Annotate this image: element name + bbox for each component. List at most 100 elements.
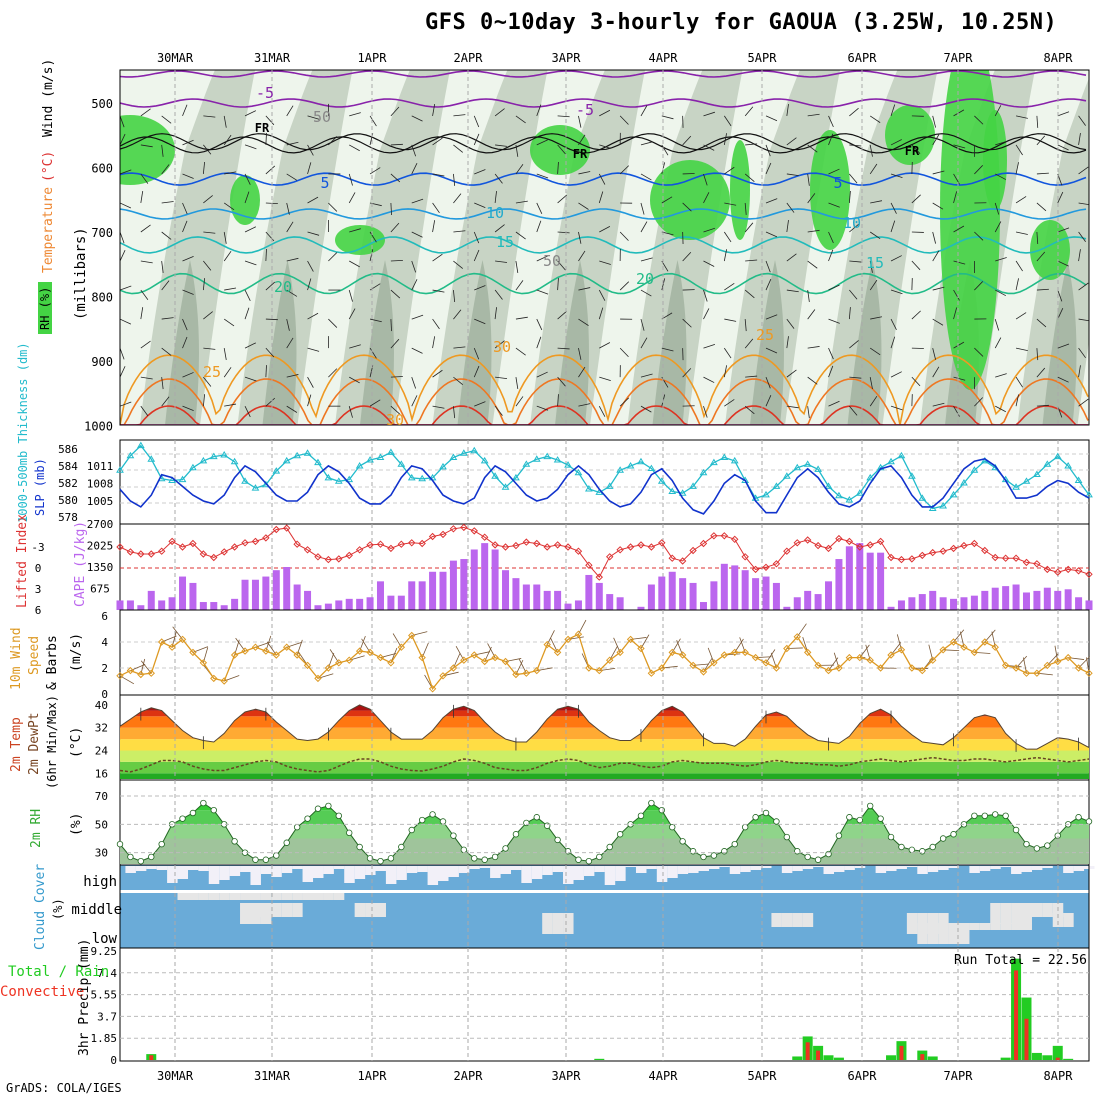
rh-point	[315, 806, 321, 812]
cloud-high-clear	[250, 866, 260, 885]
cloud-high-clear	[188, 866, 199, 870]
cloud-high-clear	[803, 866, 814, 869]
pressure-axis-label: (millibars)	[73, 227, 89, 320]
rh-saturated-area	[730, 140, 750, 240]
slp-axis-label: SLP (mb)	[33, 458, 47, 516]
rh-point	[253, 857, 259, 863]
cape-bar	[648, 585, 655, 610]
cloud-high-clear	[855, 866, 866, 868]
cloud-mid-clear	[542, 913, 553, 934]
cape-bar	[440, 572, 447, 610]
rh-point	[1024, 841, 1030, 847]
precip-run-total: Run Total = 22.56	[954, 953, 1087, 968]
rh-saturated-area	[810, 130, 850, 250]
cloud-high-clear	[1042, 866, 1053, 868]
cape-bar	[700, 602, 707, 610]
rh-point	[1045, 843, 1051, 849]
cloud-high-clear	[563, 866, 574, 884]
cloud-high-clear	[949, 866, 960, 868]
top-date-30MAR: 30MAR	[157, 51, 194, 65]
cape-bar	[585, 575, 592, 610]
rh-point	[503, 846, 509, 852]
cape-bar	[690, 583, 697, 610]
rh-point	[294, 824, 300, 830]
minmax-axis-label: (6hr Min/Max)	[45, 695, 59, 789]
cape-axis-label: CAPE (J/kg)	[73, 521, 88, 607]
isotherm-label: 10	[843, 214, 861, 232]
cape-bar	[742, 570, 749, 610]
rh-point	[430, 812, 436, 818]
precip-total-bar	[792, 1056, 802, 1060]
cloud-mid-clear	[949, 923, 960, 944]
cloud-mid-clear	[188, 893, 199, 900]
cape-bar	[242, 580, 249, 610]
xsection-layer	[85, 30, 1100, 425]
cloud-mid-clear	[282, 893, 293, 900]
cape-bar	[502, 570, 509, 610]
cape-bar	[314, 605, 321, 610]
rh-point	[138, 858, 144, 864]
rh-point	[701, 854, 707, 860]
cape-bar	[512, 578, 519, 610]
cloud-high-clear	[396, 866, 407, 880]
cape-bar	[981, 591, 988, 610]
isotherm-label: 15	[496, 233, 514, 251]
temp-tick-label: 24	[95, 745, 109, 758]
cloud-mid-clear	[803, 913, 814, 927]
cloud-mid-clear	[250, 903, 260, 917]
temp-band	[120, 728, 1089, 739]
dewpt-axis-label: 2m DewPt	[27, 712, 42, 775]
rh-point	[534, 814, 540, 820]
cape-bar	[606, 594, 613, 610]
rh-saturated-area	[940, 30, 1000, 390]
cape-bar	[460, 559, 467, 610]
footer-credit: GrADS: COLA/IGES	[6, 1081, 122, 1095]
cloud-axis-unit: (%)	[51, 898, 65, 920]
cloud-high-clear	[501, 866, 512, 874]
cloud-high-clear	[344, 866, 355, 883]
pressure-tick-label: 700	[91, 226, 113, 240]
isotherm-label: 30	[386, 411, 404, 429]
cloud-high-clear	[678, 866, 689, 874]
cloud-mid-clear	[990, 923, 1001, 930]
rh-band	[120, 810, 1089, 824]
rh-point	[409, 827, 415, 833]
cloud-high-clear	[469, 866, 480, 869]
rh-point	[471, 856, 477, 862]
cloud-mid-clear	[355, 903, 366, 917]
cloud-mid-clear	[1042, 903, 1053, 917]
cape-bar	[533, 585, 540, 610]
precip-legend-total: Total / Rain	[8, 964, 109, 980]
cape-bar	[877, 553, 884, 610]
cloud-mid-clear	[1011, 923, 1022, 930]
legend-temperature: Temperature	[41, 187, 56, 273]
rh-point	[586, 858, 592, 864]
cloud-axis-label: Cloud Cover	[33, 864, 48, 950]
precip-tick-label: 3.7	[97, 1010, 117, 1023]
cape-bar	[367, 597, 374, 610]
rh-point	[232, 839, 238, 845]
cape-bar	[1075, 597, 1082, 610]
cloud-high-clear	[261, 866, 272, 874]
rh-point	[1003, 813, 1009, 819]
cloud-high-clear	[709, 866, 720, 869]
cloud-high-clear	[792, 866, 803, 871]
top-date-7APR: 7APR	[944, 51, 974, 65]
isotherm-label: 5	[320, 174, 329, 192]
cape-tick-label: 1350	[87, 561, 114, 574]
cloud-high-clear	[844, 866, 855, 870]
rh-point	[128, 854, 134, 860]
top-date-2APR: 2APR	[454, 51, 484, 65]
precip-total-bar	[1063, 1059, 1073, 1060]
cape-bar	[596, 583, 603, 610]
rh-point	[878, 816, 884, 822]
wind-tick-label: 6	[101, 610, 108, 623]
rh-tick-label: 70	[95, 790, 108, 803]
temp-band	[120, 699, 1089, 710]
cloud-mid-clear	[969, 923, 980, 930]
cloud-high-clear	[605, 866, 616, 885]
isotherm-label: 25	[203, 363, 221, 381]
cape-bar	[794, 597, 801, 610]
rh-tick-label: 50	[95, 818, 108, 831]
